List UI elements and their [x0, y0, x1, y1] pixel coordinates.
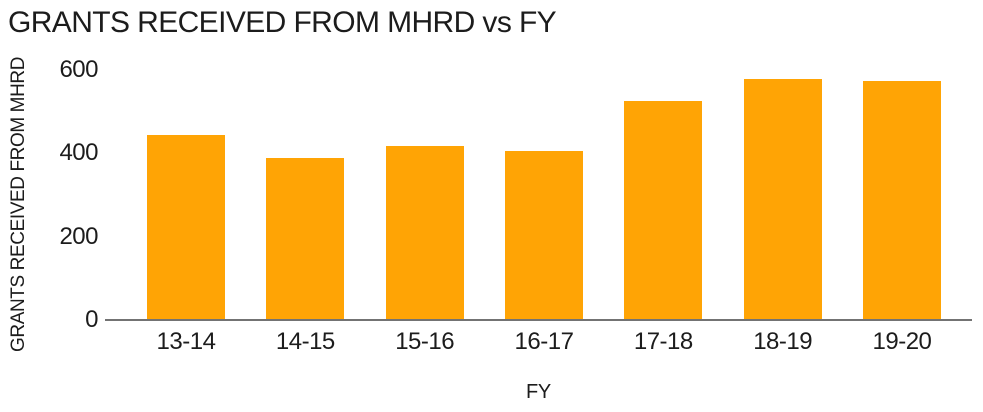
x-tick-label-16-17: 16-17	[514, 328, 574, 355]
plot-area	[105, 70, 972, 320]
bar-13-14	[147, 134, 225, 320]
x-axis-tick-labels: 13-14 14-15 15-16 16-17 17-18 18-19 19-20	[105, 328, 972, 356]
y-tick-label-0: 0	[85, 306, 98, 333]
y-tick-label-600: 600	[59, 56, 98, 83]
x-tick-label-19-20: 19-20	[872, 328, 932, 355]
bar-18-19	[743, 79, 822, 320]
x-axis-line	[105, 319, 972, 321]
bar-19-20	[862, 80, 941, 320]
x-axis-title: FY	[526, 381, 551, 403]
bar-17-18	[624, 100, 703, 320]
bar-15-16	[385, 145, 464, 320]
y-axis-tick-labels: 0 200 400 600	[0, 56, 98, 333]
x-tick-label-18-19: 18-19	[753, 328, 813, 355]
bar-14-15	[266, 157, 345, 320]
x-tick-label-15-16: 15-16	[395, 328, 455, 355]
bar-16-17	[504, 150, 583, 320]
x-tick-label-13-14: 13-14	[156, 328, 216, 355]
y-tick-label-400: 400	[59, 139, 98, 167]
x-tick-label-14-15: 14-15	[275, 328, 335, 355]
x-tick-label-17-18: 17-18	[633, 328, 693, 355]
chart-title: GRANTS RECEIVED FROM MHRD vs FY	[8, 6, 557, 39]
y-tick-label-200: 200	[59, 222, 98, 250]
